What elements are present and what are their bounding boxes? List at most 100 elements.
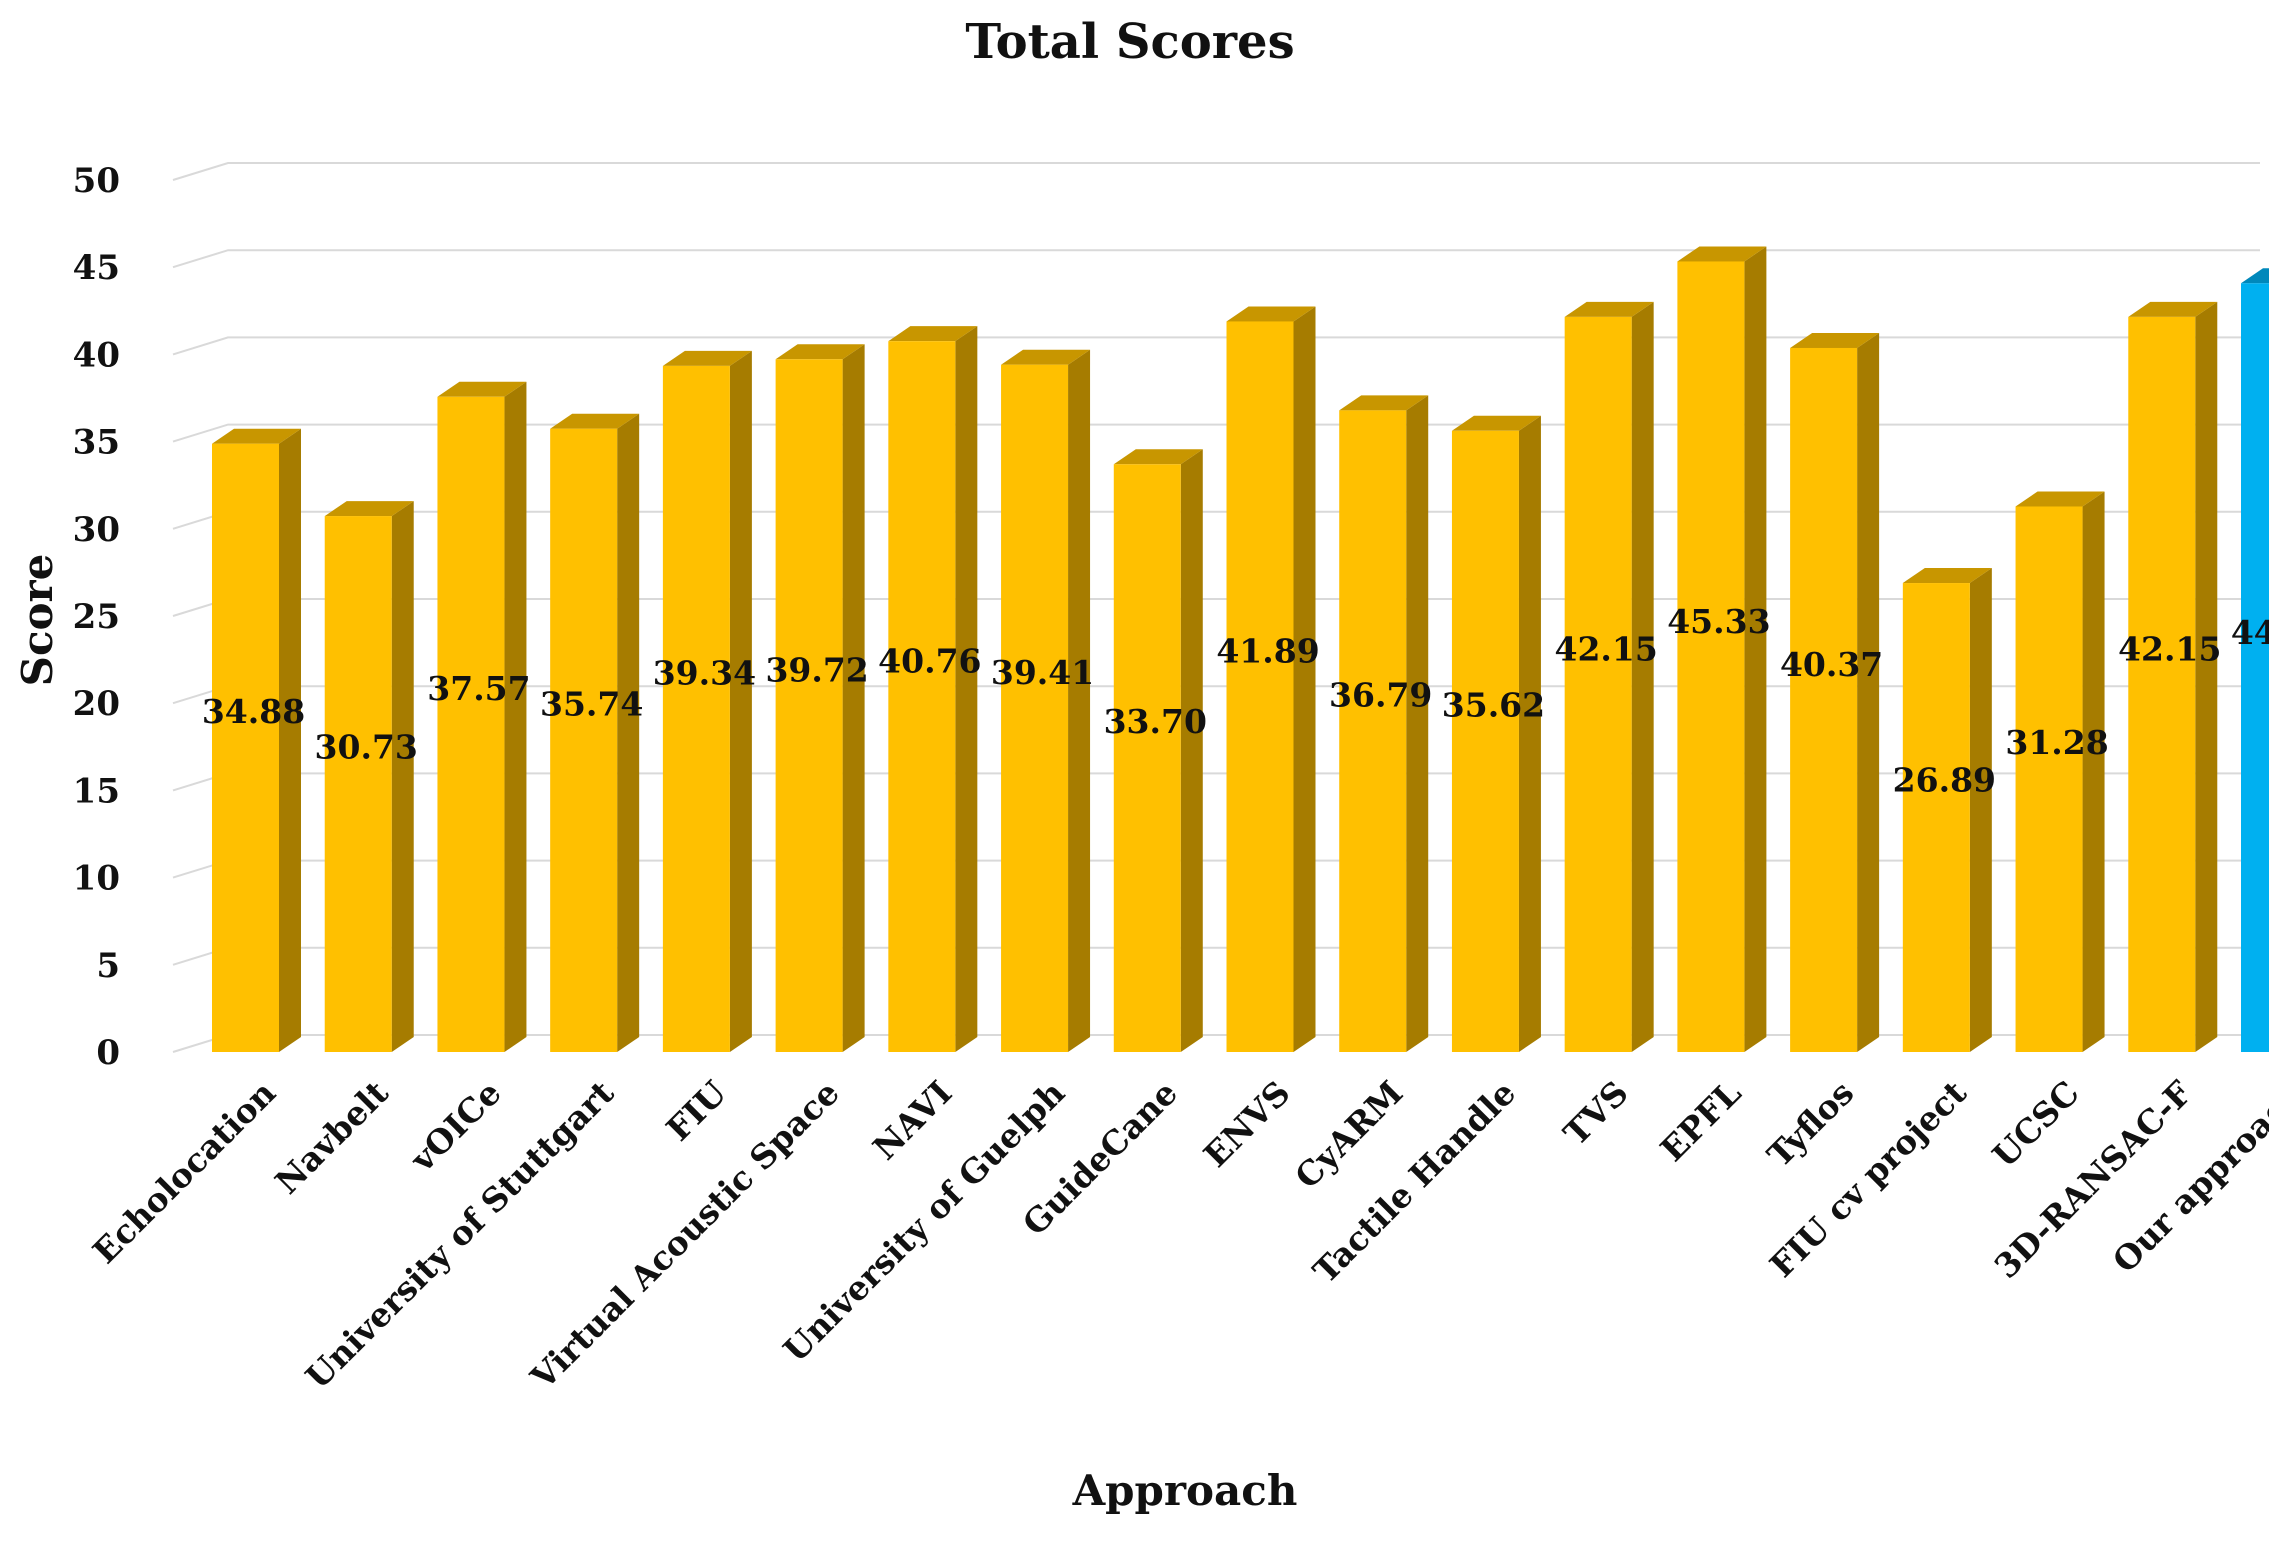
x-tick-label: TVS (1556, 1073, 1636, 1153)
y-axis-label: Score (13, 554, 62, 687)
x-tick-label: NAVI (865, 1073, 959, 1167)
bar-front (212, 443, 279, 1052)
y-tick-label: 10 (73, 859, 120, 899)
bar (1902, 568, 1992, 1052)
data-label: 35.62 (1442, 686, 1545, 725)
x-tick-label: vOICe (402, 1073, 509, 1180)
bar-side (1744, 246, 1767, 1052)
bar-front (775, 359, 843, 1052)
bar-side (1518, 415, 1541, 1052)
x-tick-label: EPFL (1653, 1073, 1749, 1169)
bar-front (1339, 410, 1407, 1052)
y-tick-label: 5 (96, 946, 120, 986)
data-label: 30.73 (315, 728, 418, 767)
bar-side (1969, 568, 1992, 1052)
bar (1001, 349, 1091, 1053)
data-label: 31.28 (2005, 723, 2108, 762)
y-tick-label: 0 (96, 1033, 120, 1073)
bar-front (324, 516, 392, 1052)
bar-front (888, 341, 956, 1052)
data-label: 42.15 (1554, 630, 1657, 669)
bar-side (1293, 306, 1316, 1053)
x-tick-label: Tactile Handle (1305, 1073, 1523, 1291)
data-label: 40.76 (878, 641, 981, 680)
data-label: 44.08 (2231, 613, 2269, 652)
x-axis-label: Approach (1072, 1466, 1298, 1515)
bar-side (1857, 332, 1880, 1052)
bar-top (1339, 395, 1429, 411)
bar-side (279, 428, 301, 1052)
chart-title: Total Scores (965, 14, 1294, 70)
bar-side (617, 413, 640, 1052)
bar-front (1677, 261, 1745, 1052)
data-label: 34.88 (202, 692, 305, 731)
bar-top (550, 413, 640, 429)
data-label: 41.89 (1216, 632, 1319, 671)
bar-top (2241, 268, 2269, 284)
bar (550, 413, 640, 1052)
x-tick-label: FIU (659, 1073, 735, 1149)
x-tick-label: Tyflos (1760, 1073, 1862, 1175)
bar (437, 381, 527, 1053)
y-tick-label: 25 (73, 597, 120, 637)
x-tick-label: Echolocation (85, 1073, 283, 1271)
data-label: 37.57 (427, 669, 530, 708)
y-tick-label: 45 (73, 248, 120, 288)
data-label: 26.89 (1893, 761, 1996, 800)
bar-side (729, 350, 752, 1052)
bar-front (550, 428, 618, 1052)
bar-top (888, 326, 978, 342)
data-label: 35.74 (540, 685, 643, 724)
bar-front (437, 396, 505, 1053)
x-tick-label: UCSC (1985, 1073, 2087, 1175)
data-label: 36.79 (1329, 676, 1432, 715)
bar (1339, 395, 1429, 1052)
y-tick-label: 30 (73, 510, 120, 550)
x-tick-label: 3D-RANSAC-F (1987, 1073, 2200, 1286)
bar (1451, 415, 1541, 1052)
bar-top (1677, 246, 1767, 262)
bar-front (1564, 316, 1632, 1052)
x-tick-label: Navbelt (267, 1073, 396, 1202)
bar-side (391, 501, 414, 1052)
data-label: 33.70 (1104, 702, 1207, 741)
bar-front (1226, 321, 1294, 1053)
y-tick-label: 50 (73, 161, 120, 201)
bars (212, 246, 2269, 1053)
bar (1790, 332, 1880, 1052)
bar (212, 428, 301, 1052)
bar (1677, 246, 1767, 1052)
gridline (172, 249, 2260, 269)
bar-front (2241, 283, 2269, 1052)
bar-top (1902, 568, 1992, 584)
y-tick-label: 35 (73, 423, 120, 463)
bar (888, 326, 978, 1052)
bar (1564, 301, 1654, 1052)
x-tick-label: ENVS (1196, 1073, 1298, 1175)
bar-top (1001, 349, 1091, 365)
bar-top (1451, 415, 1541, 431)
bar-top (775, 344, 865, 360)
y-tick-label: 20 (73, 684, 120, 724)
data-label: 40.37 (1780, 645, 1883, 684)
bar (2128, 301, 2218, 1052)
bar-top (324, 501, 414, 517)
bar-front (2015, 506, 2083, 1052)
gridline (172, 162, 2260, 181)
x-tick-label: FIU cv project (1762, 1073, 1974, 1285)
gridline (172, 336, 2260, 356)
bar-top (1113, 449, 1203, 465)
bar-side (2195, 301, 2218, 1052)
bar-front (662, 365, 730, 1052)
bar-top (212, 428, 301, 444)
data-label: 45.33 (1667, 602, 1770, 641)
bar-top (1564, 301, 1654, 317)
bar-front (1451, 430, 1519, 1052)
bar-front (2128, 316, 2196, 1052)
bar-top (2128, 301, 2218, 317)
bar-front (1790, 347, 1858, 1052)
bar-top (1226, 306, 1316, 322)
